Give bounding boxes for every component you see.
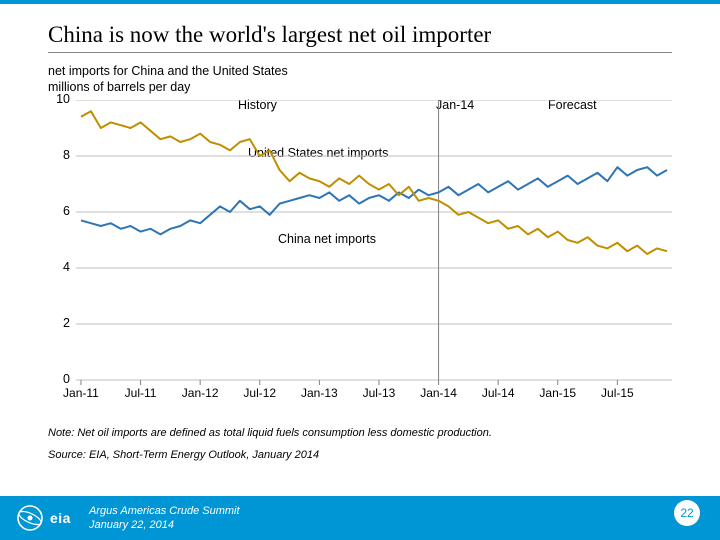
footer-bar: eia Argus Americas Crude Summit January … (0, 496, 720, 540)
eia-logo-text: eia (50, 510, 71, 526)
y-axis-tick: 6 (44, 204, 70, 218)
slide-title: China is now the world's largest net oil… (48, 22, 672, 53)
y-axis-tick: 0 (44, 372, 70, 386)
line-chart-svg (76, 100, 672, 400)
y-axis-tick: 8 (44, 148, 70, 162)
x-axis-tick: Jan-11 (63, 386, 99, 400)
x-axis-tick: Jul-13 (363, 386, 396, 400)
eia-logo-icon (16, 504, 44, 532)
footer-event: Argus Americas Crude Summit (89, 504, 240, 518)
subtitle-line-2: millions of barrels per day (48, 79, 672, 95)
x-axis-tick: Jul-14 (482, 386, 515, 400)
note-line-1: Note: Net oil imports are defined as tot… (48, 426, 672, 440)
x-axis-tick: Jan-14 (420, 386, 457, 400)
eia-logo: eia (16, 504, 71, 532)
x-axis-tick: Jan-13 (301, 386, 338, 400)
page-number: 22 (674, 500, 700, 526)
x-axis-tick: Jul-15 (601, 386, 634, 400)
slide-content: China is now the world's largest net oil… (0, 4, 720, 462)
y-axis-tick: 4 (44, 260, 70, 274)
y-axis-tick: 10 (44, 92, 70, 106)
x-axis-tick: Jan-12 (182, 386, 219, 400)
footer-date: January 22, 2014 (89, 518, 240, 532)
subtitle-line-1: net imports for China and the United Sta… (48, 63, 672, 79)
note-line-2: Source: EIA, Short-Term Energy Outlook, … (48, 448, 672, 462)
x-axis-tick: Jul-12 (243, 386, 276, 400)
x-axis-tick: Jan-15 (539, 386, 576, 400)
footer-meta: Argus Americas Crude Summit January 22, … (89, 504, 240, 533)
y-axis-tick: 2 (44, 316, 70, 330)
x-axis-tick: Jul-11 (125, 386, 157, 400)
chart-container: History Jan-14 Forecast United States ne… (48, 100, 672, 418)
